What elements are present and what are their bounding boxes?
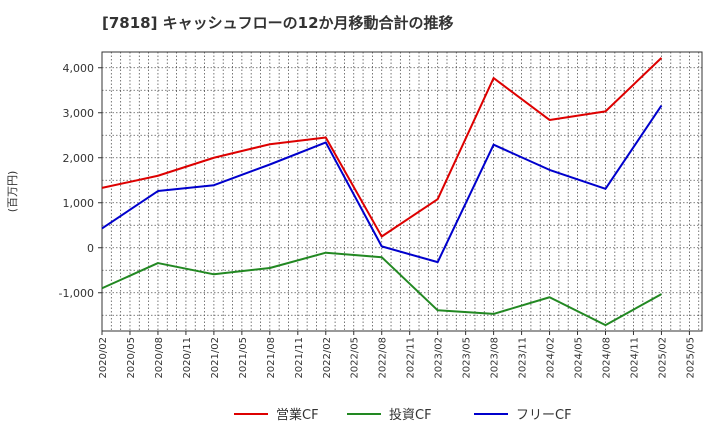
y-tick-label: 2,000 — [63, 152, 95, 165]
x-tick-label: 2025/05 — [685, 337, 696, 379]
x-tick-label: 2020/08 — [154, 337, 165, 379]
y-tick-label: 3,000 — [63, 107, 95, 120]
y-tick-label: 0 — [87, 242, 94, 255]
y-axis-label: (百万円) — [6, 171, 19, 213]
x-tick-label: 2023/11 — [518, 337, 529, 379]
x-tick-label: 2023/08 — [490, 337, 501, 379]
x-tick-label: 2023/02 — [434, 337, 445, 379]
plot-area — [102, 52, 702, 331]
x-tick-label: 2020/05 — [126, 337, 137, 379]
legend-label-2: フリーCF — [516, 408, 572, 423]
x-tick-label: 2020/11 — [182, 337, 193, 379]
x-tick-label: 2021/02 — [210, 337, 221, 379]
x-tick-label: 2024/11 — [629, 337, 640, 379]
x-tick-label: 2024/02 — [546, 337, 557, 379]
legend-label-0: 営業CF — [276, 407, 319, 423]
chart-title: [7818] キャッシュフローの12か月移動合計の推移 — [102, 14, 454, 32]
x-tick-label: 2022/11 — [406, 337, 417, 379]
x-tick-label: 2022/08 — [378, 337, 389, 379]
series-line-1 — [101, 251, 662, 327]
x-tick-label: 2020/02 — [98, 337, 109, 379]
x-tick-label: 2024/08 — [601, 337, 612, 379]
x-tick-label: 2021/05 — [238, 337, 249, 379]
series-line-2 — [101, 104, 663, 264]
x-tick-label: 2022/02 — [322, 337, 333, 379]
x-tick-label: 2023/05 — [462, 337, 473, 379]
x-tick-label: 2021/08 — [266, 337, 277, 379]
x-tick-label: 2022/05 — [350, 337, 361, 379]
y-tick-label: 4,000 — [63, 62, 95, 75]
x-tick-label: 2024/05 — [574, 337, 585, 379]
plot-border — [101, 51, 703, 332]
x-tick-label: 2025/02 — [657, 337, 668, 379]
series-line-0 — [101, 57, 663, 238]
legend-label-1: 投資CF — [389, 407, 432, 423]
y-tick-label: 1,000 — [63, 197, 95, 210]
x-tick-label: 2021/11 — [294, 337, 305, 379]
y-tick-label: -1,000 — [59, 287, 94, 300]
